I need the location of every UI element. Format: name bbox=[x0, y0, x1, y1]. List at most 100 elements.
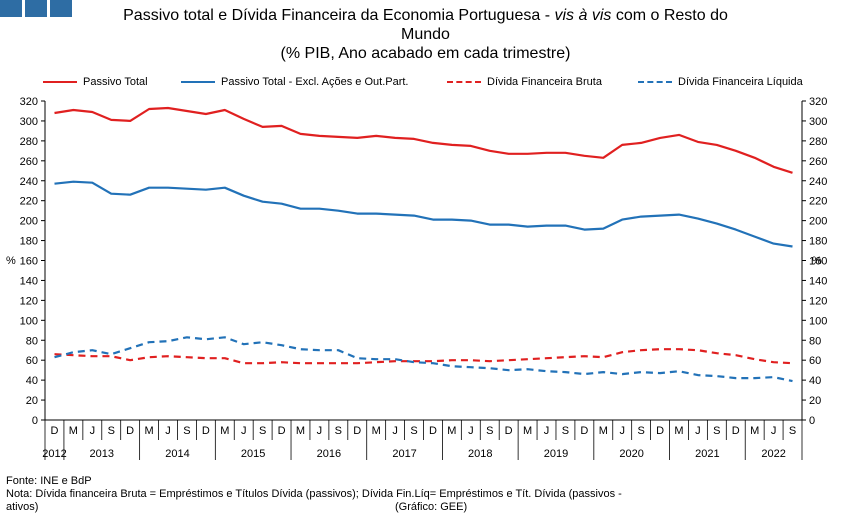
series-line-3 bbox=[54, 336, 793, 383]
chart-series bbox=[54, 106, 793, 383]
year-label: 2017 bbox=[392, 448, 416, 460]
y-tick-label: 320 bbox=[20, 96, 38, 108]
y-tick-label: 240 bbox=[809, 176, 827, 188]
logo-block bbox=[0, 0, 22, 17]
legend-label: Dívida Financeira Bruta bbox=[487, 76, 602, 88]
chart-credit: (Gráfico: GEE) bbox=[395, 501, 468, 513]
title-subtitle: (% PIB, Ano acabado em cada trimestre) bbox=[280, 45, 571, 62]
y-tick-label: 160 bbox=[809, 256, 827, 268]
year-label: 2021 bbox=[695, 448, 719, 460]
x-tick-label: S bbox=[108, 425, 115, 437]
x-tick-label: M bbox=[523, 425, 532, 437]
y-tick-label: 80 bbox=[26, 335, 38, 347]
x-tick-label: M bbox=[372, 425, 381, 437]
legend-label: Passivo Total bbox=[83, 76, 148, 88]
x-tick-label: D bbox=[353, 425, 361, 437]
x-tick-label: J bbox=[241, 425, 247, 437]
x-tick-label: S bbox=[335, 425, 342, 437]
x-tick-label: D bbox=[126, 425, 134, 437]
source-note: Fonte: INE e BdP bbox=[6, 475, 92, 487]
x-tick-label: D bbox=[50, 425, 58, 437]
x-tick-label: M bbox=[69, 425, 78, 437]
x-tick-label: S bbox=[183, 425, 190, 437]
year-label: 2016 bbox=[317, 448, 341, 460]
legend-swatch bbox=[638, 81, 672, 83]
y-tick-label: 140 bbox=[20, 275, 38, 287]
x-tick-label: D bbox=[505, 425, 513, 437]
chart-footer: Fonte: INE e BdP Nota: Dívida financeira… bbox=[6, 475, 622, 514]
year-label: 2014 bbox=[165, 448, 189, 460]
y-tick-label: 260 bbox=[809, 156, 827, 168]
x-tick-label: D bbox=[656, 425, 664, 437]
y-tick-label: 180 bbox=[20, 236, 38, 248]
y-tick-label: 320 bbox=[809, 96, 827, 108]
y-tick-label: 140 bbox=[809, 275, 827, 287]
x-tick-label: J bbox=[619, 425, 625, 437]
x-tick-label: M bbox=[447, 425, 456, 437]
x-tick-label: M bbox=[145, 425, 154, 437]
year-label: 2020 bbox=[619, 448, 643, 460]
x-tick-label: S bbox=[789, 425, 796, 437]
y-tick-label: 40 bbox=[809, 375, 821, 387]
x-tick-label: J bbox=[468, 425, 474, 437]
chart-title: Passivo total e Dívida Financeira da Eco… bbox=[0, 6, 851, 63]
gee-logo bbox=[0, 0, 72, 17]
left-axis-unit: % bbox=[6, 255, 16, 267]
y-tick-label: 200 bbox=[809, 216, 827, 228]
x-tick-label: D bbox=[429, 425, 437, 437]
x-tick-label: J bbox=[695, 425, 701, 437]
legend-item-divida-bruta: Dívida Financeira Bruta bbox=[447, 76, 602, 88]
y-tick-label: 300 bbox=[20, 116, 38, 128]
x-tick-label: M bbox=[220, 425, 229, 437]
y-tick-label: 60 bbox=[26, 355, 38, 367]
year-label: 2012 bbox=[42, 448, 66, 460]
title-part: Passivo total e Dívida Financeira da Eco… bbox=[123, 7, 555, 24]
y-tick-label: 280 bbox=[20, 136, 38, 148]
legend-swatch bbox=[43, 81, 77, 83]
logo-block bbox=[25, 0, 47, 17]
legend-label: Dívida Financeira Líquida bbox=[678, 76, 803, 88]
year-label: 2022 bbox=[761, 448, 785, 460]
title-part: com o Resto do bbox=[611, 7, 728, 24]
y-tick-label: 0 bbox=[32, 415, 38, 427]
x-tick-label: D bbox=[202, 425, 210, 437]
x-tick-label: J bbox=[544, 425, 550, 437]
right-axis-unit: % bbox=[812, 255, 822, 267]
x-tick-label: S bbox=[486, 425, 493, 437]
y-tick-label: 100 bbox=[809, 315, 827, 327]
x-tick-label: D bbox=[278, 425, 286, 437]
legend-label: Passivo Total - Excl. Ações e Out.Part. bbox=[221, 76, 409, 88]
series-line-1 bbox=[54, 180, 793, 248]
y-tick-label: 260 bbox=[20, 156, 38, 168]
x-tick-label: J bbox=[317, 425, 323, 437]
definition-note-cont: ativos) bbox=[6, 501, 39, 513]
chart-legend: Passivo Total Passivo Total - Excl. Açõe… bbox=[0, 76, 851, 90]
legend-swatch bbox=[447, 81, 481, 83]
logo-block bbox=[50, 0, 72, 17]
x-tick-label: M bbox=[674, 425, 683, 437]
y-tick-label: 280 bbox=[809, 136, 827, 148]
x-tick-label: D bbox=[580, 425, 588, 437]
series-line-2 bbox=[54, 348, 793, 365]
y-tick-label: 20 bbox=[26, 395, 38, 407]
y-tick-label: 200 bbox=[20, 216, 38, 228]
y-tick-label: 0 bbox=[809, 415, 815, 427]
y-tick-label: 180 bbox=[809, 236, 827, 248]
legend-item-passivo-excl: Passivo Total - Excl. Ações e Out.Part. bbox=[181, 76, 409, 88]
y-tick-label: 100 bbox=[20, 315, 38, 327]
x-tick-label: J bbox=[165, 425, 171, 437]
year-label: 2018 bbox=[468, 448, 492, 460]
x-tick-label: D bbox=[732, 425, 740, 437]
legend-item-passivo-total: Passivo Total bbox=[43, 76, 148, 88]
definition-note: Nota: Dívida financeira Bruta = Emprésti… bbox=[6, 488, 622, 500]
y-tick-label: 220 bbox=[809, 196, 827, 208]
y-tick-label: 80 bbox=[809, 335, 821, 347]
y-tick-label: 220 bbox=[20, 196, 38, 208]
x-tick-label: S bbox=[713, 425, 720, 437]
title-line-1: Passivo total e Dívida Financeira da Eco… bbox=[0, 6, 851, 25]
legend-item-divida-liquida: Dívida Financeira Líquida bbox=[638, 76, 803, 88]
title-line-2: Mundo bbox=[401, 26, 450, 43]
year-label: 2019 bbox=[544, 448, 568, 460]
